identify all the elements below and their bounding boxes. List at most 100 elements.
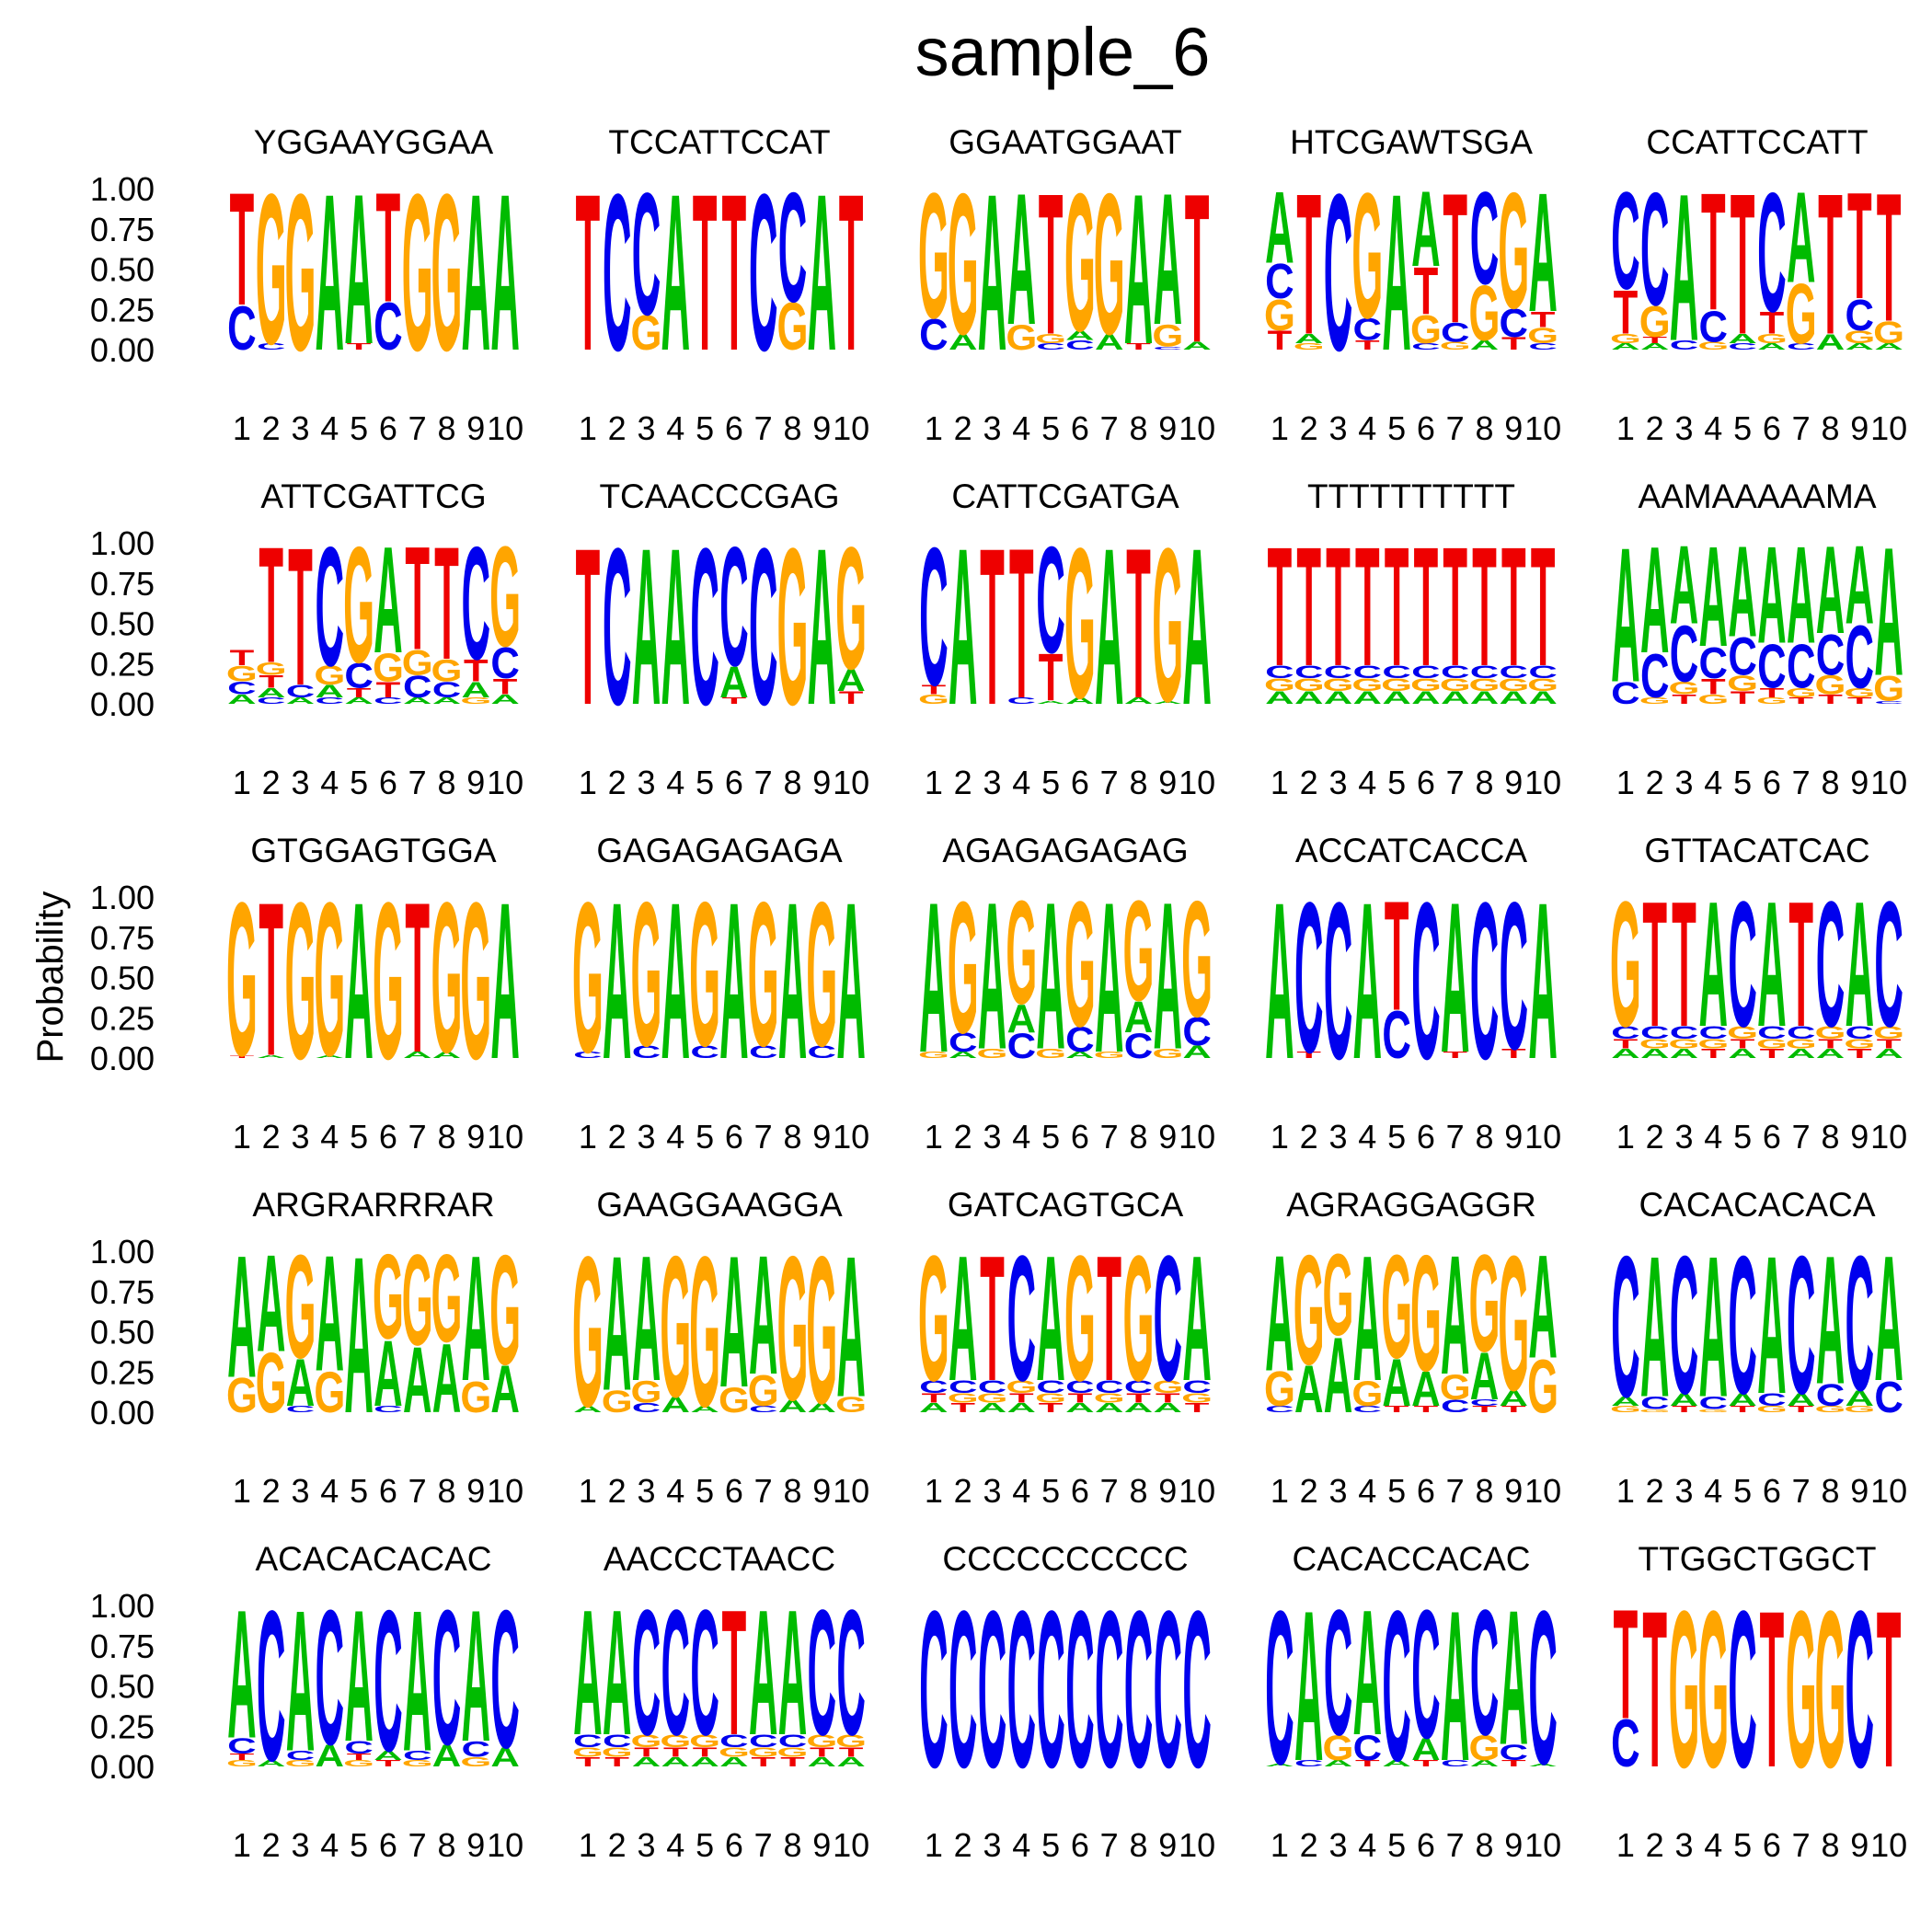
logo-letter-G: G <box>1639 1036 1671 1051</box>
logo-letter-T: T <box>405 516 430 681</box>
logo-letter-T: T <box>347 685 372 700</box>
logo-letter-C: C <box>374 1404 402 1414</box>
logo-letter-T: T <box>376 161 401 335</box>
logo-letter-G: G <box>1844 1036 1875 1051</box>
x-tick-label: 8 <box>437 1118 455 1156</box>
logo-letter-T: T <box>1642 863 1667 1064</box>
logo-letter-A: A <box>661 857 690 1106</box>
logo-letter-A: A <box>808 502 836 752</box>
logo-letter-G: G <box>631 1375 662 1409</box>
logo-letter-G: G <box>1697 339 1729 352</box>
logo-letter-C: C <box>1640 1023 1669 1043</box>
logo-letter-C: C <box>1640 641 1669 711</box>
logo-letter-T: T <box>1672 1404 1696 1414</box>
x-tick-label: 7 <box>408 764 427 801</box>
logo-letter-T: T <box>259 512 283 697</box>
x-tick-label: 6 <box>379 1826 397 1864</box>
logo-letter-C: C <box>316 1570 344 1785</box>
logo-letter-G: G <box>1844 328 1875 348</box>
logo-letter-C: C <box>1728 1565 1756 1814</box>
logo-letter-A: A <box>1294 1566 1323 1806</box>
logo-letter-C: C <box>1353 662 1382 683</box>
x-tick-label: 2 <box>1300 409 1318 447</box>
x-tick-label: 9 <box>1158 1118 1177 1156</box>
y-tick-label: 0.00 <box>90 685 155 723</box>
logo-letter-C: C <box>1182 1009 1211 1054</box>
logo-letter-T: T <box>1355 338 1380 352</box>
x-tick-label: 7 <box>1446 764 1465 801</box>
x-tick-label: 1 <box>579 409 597 447</box>
logo-letter-T: T <box>376 678 401 703</box>
x-tick-label: 4 <box>320 764 339 801</box>
logo-letter-A: A <box>1528 1225 1557 1389</box>
logo-letter-T: T <box>230 646 255 671</box>
logo-letter-G: G <box>1469 1226 1501 1381</box>
logo-letter-A: A <box>949 1217 977 1418</box>
logo-letter-C: C <box>1787 632 1815 702</box>
logo-letter-T: T <box>1472 513 1497 702</box>
x-tick-label: 8 <box>1475 409 1493 447</box>
x-tick-label: 5 <box>1387 409 1406 447</box>
x-tick-label: 8 <box>1129 1826 1147 1864</box>
x-tick-label: 9 <box>1504 1826 1523 1864</box>
logo-letter-A: A <box>1728 521 1756 665</box>
logo-letter-G: G <box>1786 268 1817 362</box>
logo-letter-G: G <box>1727 672 1758 696</box>
logo-letter-A: A <box>1353 688 1382 708</box>
logo-letter-G: G <box>1697 1565 1729 1814</box>
logo-letter-C: C <box>462 515 490 695</box>
x-tick-label: 7 <box>754 1472 773 1510</box>
logo-letter-C: C <box>690 502 719 752</box>
x-tick-label: 7 <box>408 1472 427 1510</box>
x-tick-label: 4 <box>1012 1118 1030 1156</box>
logo-letter-G: G <box>1756 1404 1788 1414</box>
logo-letter-A: A <box>1640 1215 1669 1440</box>
x-tick-label: 2 <box>262 1118 281 1156</box>
logo-letter-G: G <box>1697 1409 1729 1413</box>
logo-letter-G: G <box>1786 1036 1817 1051</box>
logo-letter-T: T <box>1731 688 1755 708</box>
x-tick-label: 4 <box>666 764 684 801</box>
logo-letter-A: A <box>490 692 519 707</box>
x-tick-label: 9 <box>466 1472 485 1510</box>
x-tick-label: 1 <box>1616 1118 1635 1156</box>
x-tick-label: 1 <box>579 764 597 801</box>
logo-letter-A: A <box>836 857 865 1106</box>
x-tick-label: 10 <box>833 1472 869 1510</box>
logo-letter-C: C <box>1382 997 1410 1072</box>
x-tick-label: 6 <box>1417 1118 1435 1156</box>
logo-letter-G: G <box>689 860 720 1090</box>
logo-letter-A: A <box>1065 328 1094 342</box>
logo-letter-A: A <box>949 330 978 355</box>
logo-letter-C: C <box>374 696 402 706</box>
x-tick-label: 8 <box>437 1472 455 1510</box>
x-tick-label: 2 <box>954 1826 972 1864</box>
x-tick-label: 1 <box>579 1472 597 1510</box>
logo-letter-G: G <box>1181 1390 1213 1405</box>
logo-letter-T: T <box>230 1752 255 1762</box>
x-tick-label: 6 <box>1417 1826 1435 1864</box>
logo-letter-A: A <box>1124 1400 1153 1415</box>
logo-letter-C: C <box>1846 1215 1874 1431</box>
panel-title: GTGGAGTGGA <box>250 832 497 869</box>
logo-letter-A: A <box>719 1754 748 1769</box>
logo-letter-C: C <box>749 148 777 397</box>
logo-letter-T: T <box>230 161 255 340</box>
x-tick-label: 4 <box>1704 1118 1722 1156</box>
x-tick-label: 4 <box>666 1826 684 1864</box>
logo-letter-A: A <box>661 1754 690 1769</box>
x-tick-label: 8 <box>783 409 801 447</box>
logo-letter-C: C <box>1728 626 1757 686</box>
logo-letter-A: A <box>1816 330 1846 355</box>
logo-letter-A: A <box>403 696 431 706</box>
x-tick-label: 4 <box>666 1472 684 1510</box>
logo-letter-A: A <box>1294 688 1323 708</box>
logo-letter-G: G <box>314 1360 345 1425</box>
logo-letter-C: C <box>1182 1565 1211 1814</box>
x-tick-label: 8 <box>1821 409 1839 447</box>
x-tick-label: 2 <box>1300 1118 1318 1156</box>
x-tick-label: 8 <box>783 1826 801 1864</box>
logo-letter-G: G <box>1410 675 1442 696</box>
logo-letter-T: T <box>1501 1404 1526 1414</box>
